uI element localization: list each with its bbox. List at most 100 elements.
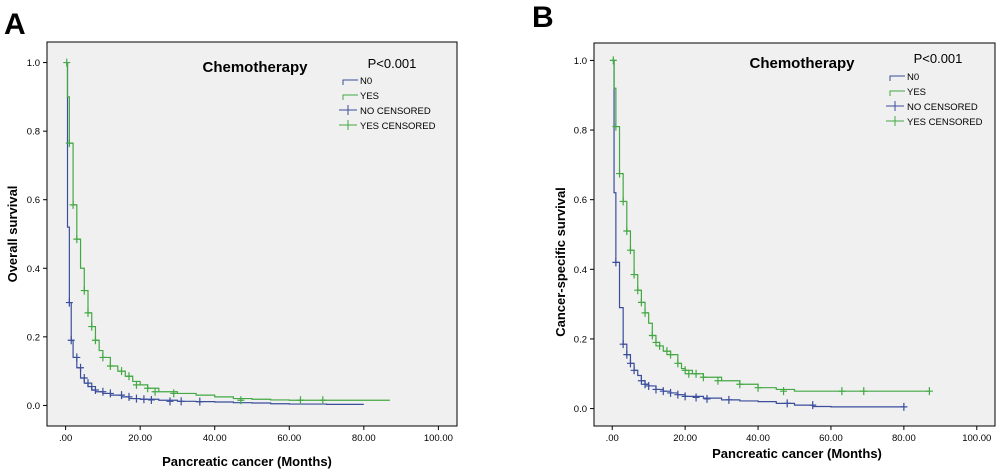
y-tick-label: 0.2 xyxy=(574,334,587,345)
plot-area-b xyxy=(593,42,996,427)
legend-label-yes: YES xyxy=(907,87,926,98)
censor-mark-yes xyxy=(296,396,304,405)
censor-mark-yes xyxy=(623,227,631,236)
censor-mark-yes xyxy=(637,298,645,307)
censor-mark-yes xyxy=(125,372,133,381)
p-value-a: P<0.001 xyxy=(368,56,417,71)
legend-label-no-censored: NO CENSORED xyxy=(907,102,978,113)
y-tick-label: 0.8 xyxy=(27,127,40,138)
censor-mark-no xyxy=(809,401,817,410)
legend-swatch-yes xyxy=(342,94,358,100)
y-tick-label: 1.0 xyxy=(574,56,587,67)
legend-label-yes-censored: YES CENSORED xyxy=(907,117,983,128)
censor-mark-no xyxy=(84,379,92,388)
y-tick-label: 0.0 xyxy=(27,401,40,412)
censor-mark-yes xyxy=(780,387,788,396)
censor-mark-yes xyxy=(648,331,656,340)
censor-mark-yes xyxy=(73,235,81,244)
legend-swatch-no-censored xyxy=(886,101,904,111)
censor-mark-no xyxy=(703,394,711,403)
censor-mark-no xyxy=(65,298,73,307)
censor-mark-yes xyxy=(714,376,722,385)
chart-title-a: Chemotherapy xyxy=(202,59,308,76)
x-tick-label: 100.00 xyxy=(424,433,453,444)
legend-swatch-no xyxy=(889,75,905,81)
censor-mark-no xyxy=(681,392,689,401)
panel-letter-b: B xyxy=(532,1,554,34)
censor-mark-yes xyxy=(609,56,617,65)
censor-mark-yes xyxy=(132,380,140,389)
censor-mark-no xyxy=(177,397,185,406)
x-tick-label: 60.00 xyxy=(819,433,843,444)
y-axis-label-b: Cancer-specific survival xyxy=(553,187,568,337)
censor-mark-no xyxy=(645,381,653,390)
legend-label-no-censored: NO CENSORED xyxy=(360,106,431,117)
censor-mark-yes xyxy=(838,387,846,396)
x-tick-label: 60.00 xyxy=(277,433,301,444)
censor-mark-no xyxy=(73,353,81,362)
survival-curves-b xyxy=(609,56,933,411)
legend-label-no: N0 xyxy=(360,76,372,87)
legend-label-yes-censored: YES CENSORED xyxy=(360,121,436,132)
censor-mark-no xyxy=(692,393,700,402)
censor-mark-yes xyxy=(84,308,92,317)
legend-swatch-yes-censored xyxy=(339,120,357,130)
censor-mark-no xyxy=(612,258,620,267)
censor-mark-no xyxy=(674,390,682,399)
censor-mark-yes xyxy=(626,246,634,255)
censor-mark-no xyxy=(80,374,88,382)
axis-ticks-b: .00 20.00 40.00 60.00 80.00 100.00 0.0 0.2 0.4 0.… xyxy=(574,56,992,444)
y-tick-label: 0.4 xyxy=(574,265,587,276)
censor-mark-no xyxy=(725,395,733,404)
censor-mark-yes xyxy=(319,396,327,405)
legend-label-yes: YES xyxy=(360,91,379,102)
censor-mark-yes xyxy=(634,286,642,295)
legend-swatch-no-censored xyxy=(339,105,357,115)
censor-mark-no xyxy=(106,389,114,398)
panel-b: B Chemotherapy P<0.001 Cancer-specific s… xyxy=(532,1,996,461)
plot-area-a xyxy=(46,41,458,427)
censor-mark-yes xyxy=(69,200,77,209)
censor-mark-yes xyxy=(619,197,627,206)
censor-mark-no xyxy=(652,385,660,394)
censor-mark-no xyxy=(99,387,107,396)
x-axis-label-a: Pancreatic cancer (Months) xyxy=(162,454,332,469)
x-tick-label: 80.00 xyxy=(892,433,916,444)
censor-mark-no xyxy=(623,350,631,359)
censor-mark-no xyxy=(626,359,634,368)
panel-letter-a: A xyxy=(4,8,26,41)
legend-label-no: N0 xyxy=(907,72,919,83)
y-tick-label: 0.4 xyxy=(27,264,40,275)
censor-mark-yes xyxy=(685,369,693,378)
censor-mark-yes xyxy=(237,396,245,405)
x-tick-label: .00 xyxy=(606,433,619,444)
censor-mark-yes xyxy=(91,336,99,345)
legend-b: N0 YES NO CENSORED YES CENSORED xyxy=(886,72,983,128)
legend-swatch-yes xyxy=(889,90,905,96)
censor-mark-yes xyxy=(754,383,762,392)
censor-mark-yes xyxy=(692,369,700,378)
censor-mark-no xyxy=(147,395,155,404)
y-tick-label: 1.0 xyxy=(27,58,40,69)
censor-mark-yes xyxy=(612,122,620,131)
censor-mark-no xyxy=(88,382,96,391)
legend-swatch-no xyxy=(342,79,358,85)
x-tick-label: 40.00 xyxy=(746,433,770,444)
censor-mark-yes xyxy=(674,359,682,368)
x-tick-label: 100.00 xyxy=(962,433,991,444)
censor-mark-no xyxy=(77,363,85,372)
censor-mark-no xyxy=(140,395,148,404)
x-axis-label-b: Pancreatic cancer (Months) xyxy=(712,446,882,461)
censor-mark-yes xyxy=(88,322,96,331)
censor-mark-no xyxy=(125,392,133,401)
censor-mark-yes xyxy=(106,362,114,370)
censor-mark-no xyxy=(667,388,675,397)
censor-mark-yes xyxy=(151,387,159,396)
censor-mark-yes xyxy=(667,350,675,359)
panel-a: A Chemotherapy P<0.001 Overall survival … xyxy=(4,8,458,469)
censor-mark-no xyxy=(630,366,638,375)
y-tick-label: 0.0 xyxy=(574,404,587,415)
p-value-b: P<0.001 xyxy=(914,51,963,66)
censor-mark-no xyxy=(637,376,645,385)
